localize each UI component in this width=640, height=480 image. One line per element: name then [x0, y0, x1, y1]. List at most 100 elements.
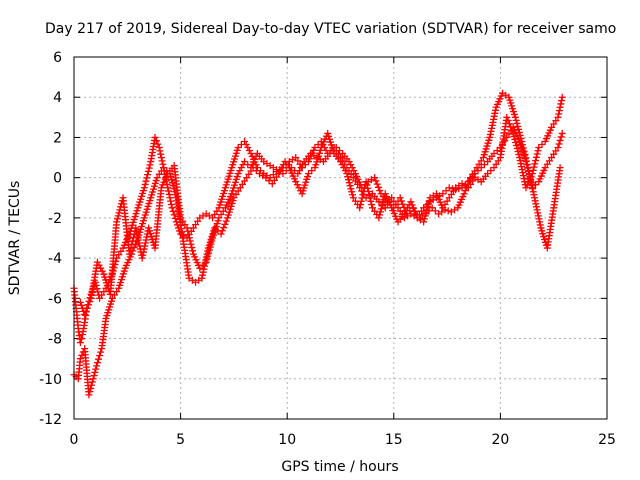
- data-point: [558, 93, 566, 101]
- data-point: [366, 194, 374, 202]
- data-point: [371, 174, 379, 182]
- data-point: [244, 144, 252, 151]
- x-tick-label: 20: [491, 432, 509, 448]
- data-point: [424, 200, 432, 208]
- data-point: [170, 211, 178, 219]
- data-point: [511, 113, 519, 121]
- data-point: [412, 211, 420, 219]
- data-point: [460, 190, 468, 198]
- data-point: [222, 217, 230, 225]
- data-point: [93, 359, 101, 367]
- data-point: [311, 144, 319, 151]
- data-point: [555, 107, 563, 115]
- data-point: [556, 164, 564, 172]
- data-point: [297, 164, 305, 172]
- data-point: [532, 181, 540, 189]
- data-point: [420, 215, 428, 223]
- data-point: [341, 167, 349, 175]
- data-point: [374, 183, 382, 191]
- data-point: [207, 240, 215, 248]
- data-point: [532, 153, 540, 161]
- data-point: [218, 227, 226, 235]
- y-tick-label: -8: [48, 332, 62, 348]
- data-point: [505, 120, 513, 128]
- data-point: [514, 122, 522, 130]
- data-point: [514, 148, 522, 156]
- data-point: [114, 212, 122, 220]
- data-point: [188, 244, 196, 252]
- data-point: [376, 187, 384, 195]
- data-point: [340, 164, 348, 172]
- chart-title: Day 217 of 2019, Sidereal Day-to-day VTE…: [45, 21, 616, 37]
- data-point: [445, 184, 453, 192]
- data-point: [262, 174, 270, 182]
- data-point: [87, 381, 95, 389]
- data-point: [520, 147, 528, 155]
- data-point: [396, 194, 404, 202]
- data-point: [556, 136, 564, 144]
- data-point: [522, 154, 530, 162]
- y-tick-label: 6: [53, 50, 62, 66]
- y-axis-label: SDTVAR / TECUs: [7, 181, 23, 296]
- y-tick-label: 4: [53, 90, 62, 106]
- data-point: [157, 154, 165, 162]
- data-point: [169, 182, 177, 190]
- data-point: [129, 237, 137, 245]
- data-point: [511, 135, 519, 143]
- data-point: [515, 125, 523, 133]
- data-point: [151, 133, 159, 141]
- data-point: [295, 167, 303, 175]
- data-point: [364, 187, 372, 195]
- data-point: [407, 198, 415, 206]
- data-point: [558, 129, 566, 137]
- data-point: [556, 103, 564, 111]
- data-point: [348, 188, 356, 196]
- data-point: [242, 140, 250, 148]
- data-point: [152, 137, 160, 145]
- y-tick-label: -6: [48, 291, 62, 307]
- data-point: [77, 335, 85, 343]
- data-point: [294, 170, 302, 178]
- data-point: [185, 234, 193, 242]
- data-point: [411, 207, 419, 215]
- data-point: [86, 388, 94, 396]
- data-point: [189, 247, 197, 255]
- data-point: [81, 310, 89, 318]
- data-point: [284, 161, 292, 169]
- data-point: [113, 218, 121, 226]
- data-point: [154, 140, 162, 148]
- data-point: [367, 197, 375, 205]
- data-point: [156, 147, 164, 155]
- data-point: [141, 180, 149, 188]
- data-point: [376, 208, 384, 216]
- data-point: [125, 250, 133, 258]
- data-point: [184, 227, 192, 235]
- data-point: [155, 144, 163, 151]
- data-point: [357, 197, 365, 205]
- data-point: [86, 298, 94, 306]
- grid: [74, 57, 607, 419]
- data-point: [358, 194, 366, 202]
- data-point: [348, 191, 356, 199]
- y-tick-label: -10: [39, 372, 62, 388]
- data-point: [234, 144, 242, 151]
- data-point: [558, 97, 566, 105]
- data-point: [420, 218, 428, 226]
- data-point: [308, 167, 316, 175]
- data-point: [345, 158, 353, 166]
- data-point: [76, 298, 84, 306]
- data-point: [299, 161, 307, 169]
- data-point: [507, 123, 515, 131]
- data-point: [408, 201, 416, 209]
- data-point: [82, 307, 90, 315]
- data-point: [557, 133, 565, 141]
- data-point: [521, 151, 529, 159]
- data-point: [347, 161, 355, 169]
- data-point: [364, 184, 372, 192]
- data-point: [439, 190, 447, 198]
- data-point: [165, 187, 173, 195]
- data-point: [519, 141, 527, 149]
- data-point: [236, 167, 244, 175]
- x-tick-label: 10: [278, 432, 296, 448]
- ticks: 0 5 10 15 20 25 -12 -10 -8 -6 -4 -2 0 2 4 6: [39, 50, 616, 448]
